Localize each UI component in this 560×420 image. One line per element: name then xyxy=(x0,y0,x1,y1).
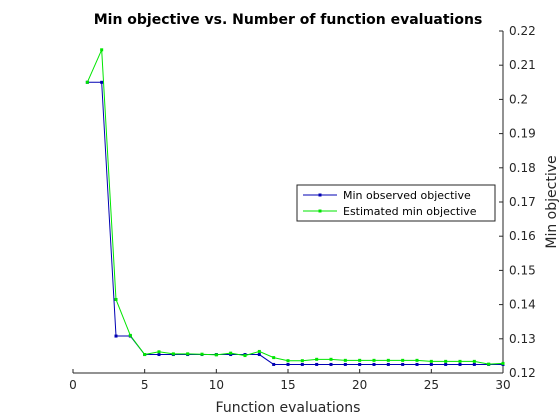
y-tick-label: 0.22 xyxy=(509,24,536,38)
legend: Min observed objective Estimated min obje… xyxy=(296,184,496,222)
data-point xyxy=(386,362,390,366)
data-point xyxy=(272,362,276,366)
data-point xyxy=(143,353,147,357)
data-point xyxy=(300,362,304,366)
data-point xyxy=(415,358,419,362)
data-point xyxy=(85,80,89,84)
data-point xyxy=(157,353,161,357)
data-point xyxy=(358,362,362,366)
data-point xyxy=(329,362,333,366)
y-tick-label: 0.13 xyxy=(509,332,536,346)
data-point xyxy=(343,362,347,366)
data-point xyxy=(401,358,405,362)
y-axis: 0.12 0.13 0.14 0.15 0.16 0.17 0.18 0.19 0.2 0.21 0… xyxy=(499,24,536,380)
series-line xyxy=(87,81,503,365)
legend-box xyxy=(296,184,496,222)
data-point xyxy=(272,356,276,360)
y-tick-label: 0.18 xyxy=(509,161,536,175)
data-point xyxy=(100,48,104,52)
x-axis-label: Function evaluations xyxy=(216,400,361,416)
data-point xyxy=(300,359,304,363)
x-tick-label: 0 xyxy=(69,378,77,392)
data-point xyxy=(358,358,362,362)
legend-label: Estimated min objective xyxy=(343,205,477,218)
y-tick-label: 0.2 xyxy=(509,92,528,106)
data-point xyxy=(429,362,433,366)
data-point xyxy=(100,80,104,84)
data-point xyxy=(114,334,118,338)
data-point xyxy=(458,359,462,363)
data-point xyxy=(458,362,462,366)
data-point xyxy=(487,362,491,366)
x-tick-label: 5 xyxy=(141,378,149,392)
data-point xyxy=(200,352,204,356)
data-point xyxy=(229,351,233,355)
y-tick-label: 0.19 xyxy=(509,127,536,141)
chart-title: Min objective vs. Number of function eva… xyxy=(94,12,483,28)
data-point xyxy=(472,359,476,363)
legend-item: Estimated min objective xyxy=(303,205,477,218)
data-point xyxy=(343,358,347,362)
data-point xyxy=(315,357,319,361)
x-tick-label: 25 xyxy=(424,378,439,392)
y-tick-label: 0.16 xyxy=(509,229,536,243)
x-tick-label: 15 xyxy=(280,378,295,392)
y-tick-label: 0.12 xyxy=(509,366,536,380)
y-tick-label: 0.15 xyxy=(509,263,536,277)
data-point xyxy=(315,362,319,366)
y-axis-label: Min objective xyxy=(544,155,560,248)
data-point xyxy=(257,353,261,357)
data-point xyxy=(501,361,505,365)
y-tick-label: 0.17 xyxy=(509,195,536,209)
data-point xyxy=(157,350,161,354)
legend-marker xyxy=(318,209,322,213)
data-point xyxy=(472,362,476,366)
y-tick-label: 0.14 xyxy=(509,298,536,312)
series-estimated-min xyxy=(85,48,505,366)
data-point xyxy=(372,358,376,362)
data-point xyxy=(401,362,405,366)
x-tick-label: 30 xyxy=(495,378,510,392)
y-tick-label: 0.21 xyxy=(509,58,536,72)
data-point xyxy=(257,349,261,353)
data-point xyxy=(444,359,448,363)
data-point xyxy=(214,353,218,357)
x-tick-label: 10 xyxy=(209,378,224,392)
data-point xyxy=(128,333,132,337)
data-point xyxy=(372,362,376,366)
data-point xyxy=(243,354,247,358)
data-point xyxy=(329,357,333,361)
data-point xyxy=(171,352,175,356)
legend-marker xyxy=(318,193,322,197)
x-tick-label: 20 xyxy=(352,378,367,392)
data-point xyxy=(114,297,118,301)
data-point xyxy=(186,352,190,356)
series-line xyxy=(86,49,504,365)
legend-label: Min observed objective xyxy=(343,189,471,202)
data-point xyxy=(386,358,390,362)
data-point xyxy=(286,359,290,363)
x-axis: 0 5 10 15 20 25 30 xyxy=(69,369,511,392)
data-point xyxy=(444,362,448,366)
data-point xyxy=(415,362,419,366)
legend-item: Min observed objective xyxy=(303,189,471,202)
data-point xyxy=(286,362,290,366)
data-point xyxy=(429,359,433,363)
series-layer xyxy=(85,48,505,366)
